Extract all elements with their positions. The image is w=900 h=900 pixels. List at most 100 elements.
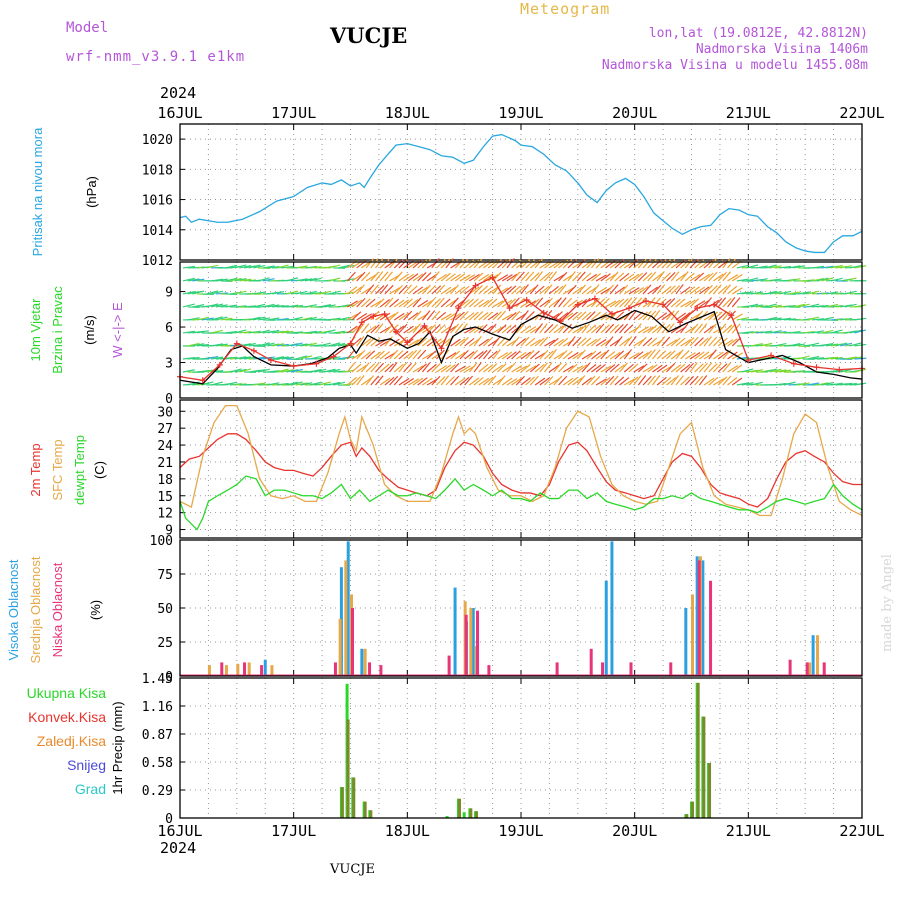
wind-barb: [830, 329, 843, 334]
wind-barb: [708, 376, 719, 386]
series-line-pressure: [179, 133, 863, 254]
wind-barb: [590, 258, 600, 269]
wind-barb: [412, 377, 424, 386]
wind-barb: [497, 375, 506, 386]
precip-legend-item: Zaledj.Kisa: [37, 733, 106, 749]
gust-point: [643, 298, 650, 305]
bar-clouds: [247, 662, 251, 676]
wind-barb: [586, 286, 598, 295]
y-tick-label: 24: [157, 439, 173, 454]
wind-barb: [581, 377, 592, 386]
wind-barb: [379, 377, 391, 386]
wind-barb: [562, 365, 574, 373]
wind-barb: [614, 286, 626, 295]
wind-barb: [398, 273, 410, 282]
wind-barb: [558, 350, 568, 360]
wind-barb: [333, 342, 346, 347]
wind-barb: [478, 349, 488, 360]
wind-barb: [614, 336, 623, 347]
wind-barb: [501, 313, 513, 321]
model-label: Model: [66, 20, 109, 36]
y-tick-label: 1014: [142, 224, 173, 239]
footer-station: VUCJE: [330, 862, 375, 877]
wind-barb: [651, 375, 661, 386]
wind-barb: [253, 264, 266, 269]
wind-barb: [239, 278, 252, 282]
wind-barb: [506, 351, 517, 360]
wind-barb: [478, 273, 490, 282]
bar-clouds: [555, 662, 559, 676]
wind-barb: [393, 299, 405, 308]
wind-barb: [426, 297, 436, 308]
wind-barb: [360, 362, 370, 373]
wind-barb: [605, 375, 615, 386]
wind-barb: [239, 356, 252, 360]
x-day-label-top: 21JUL: [726, 104, 771, 122]
wind-barb: [661, 259, 671, 269]
wind-barb: [412, 349, 422, 360]
wind-barb: [487, 298, 498, 308]
y-tick-label: 15: [157, 490, 173, 505]
wind-barb: [459, 349, 469, 360]
wind-barb: [807, 342, 820, 347]
wind-barb: [328, 381, 341, 386]
wind-barb: [652, 364, 663, 373]
wind-barb: [323, 329, 336, 334]
wind-barb: [286, 277, 299, 282]
wind-barb: [525, 365, 537, 373]
wind-barb: [562, 287, 574, 295]
wind-barb: [750, 381, 763, 386]
bar-clouds: [805, 662, 809, 676]
wind-barb: [684, 375, 695, 386]
wind-barb: [407, 273, 419, 282]
wind-barb: [844, 303, 857, 308]
wind-barb: [741, 368, 754, 373]
wind-barb: [605, 284, 614, 295]
wind-barb: [544, 324, 554, 334]
wind-barb: [276, 382, 289, 386]
wind-barb: [398, 284, 408, 295]
wind-barb: [182, 265, 195, 269]
wind-barb: [370, 300, 382, 308]
wind-barb: [764, 290, 777, 295]
wind-barb: [464, 259, 475, 269]
wind-barb: [229, 368, 242, 373]
wind-barb: [623, 273, 635, 282]
wind-barb: [736, 317, 749, 321]
wind-barb: [351, 376, 362, 386]
wind-barb: [670, 364, 682, 373]
wind-barb: [337, 264, 350, 269]
wind-barb: [370, 271, 380, 282]
wind-barb: [511, 310, 521, 321]
y-tick-label: 0: [165, 670, 173, 685]
wind-barb: [694, 323, 703, 334]
wind-barb: [314, 368, 327, 373]
wind-barb: [684, 352, 696, 360]
wind-barb: [290, 342, 303, 347]
x-day-label-top: 19JUL: [498, 104, 543, 122]
y-tick-label: 1016: [142, 194, 173, 209]
wind-barb: [703, 272, 714, 282]
pressure-unit-label: (hPa): [84, 176, 99, 208]
wind-barb: [553, 274, 565, 282]
wind-barb: [468, 362, 478, 373]
wind-barb: [211, 303, 223, 308]
wind-barb: [262, 342, 275, 347]
wind-barb: [614, 311, 625, 321]
bar-clouds: [270, 665, 274, 676]
wind-barb: [713, 337, 723, 347]
wind-barb: [684, 362, 694, 373]
wind-barb: [581, 285, 592, 295]
wind-barb: [605, 300, 617, 308]
wind-barb: [783, 381, 796, 386]
wind-barb: [412, 365, 424, 373]
wind-barb: [534, 352, 546, 360]
wind-barb: [520, 310, 529, 321]
wind-barb: [844, 290, 857, 295]
wind-barb: [637, 272, 648, 282]
wind-barb: [182, 369, 195, 373]
wind-barb: [309, 277, 322, 282]
wind-barb: [211, 316, 223, 321]
wind-barb: [506, 285, 517, 295]
wind-barb: [717, 311, 728, 321]
